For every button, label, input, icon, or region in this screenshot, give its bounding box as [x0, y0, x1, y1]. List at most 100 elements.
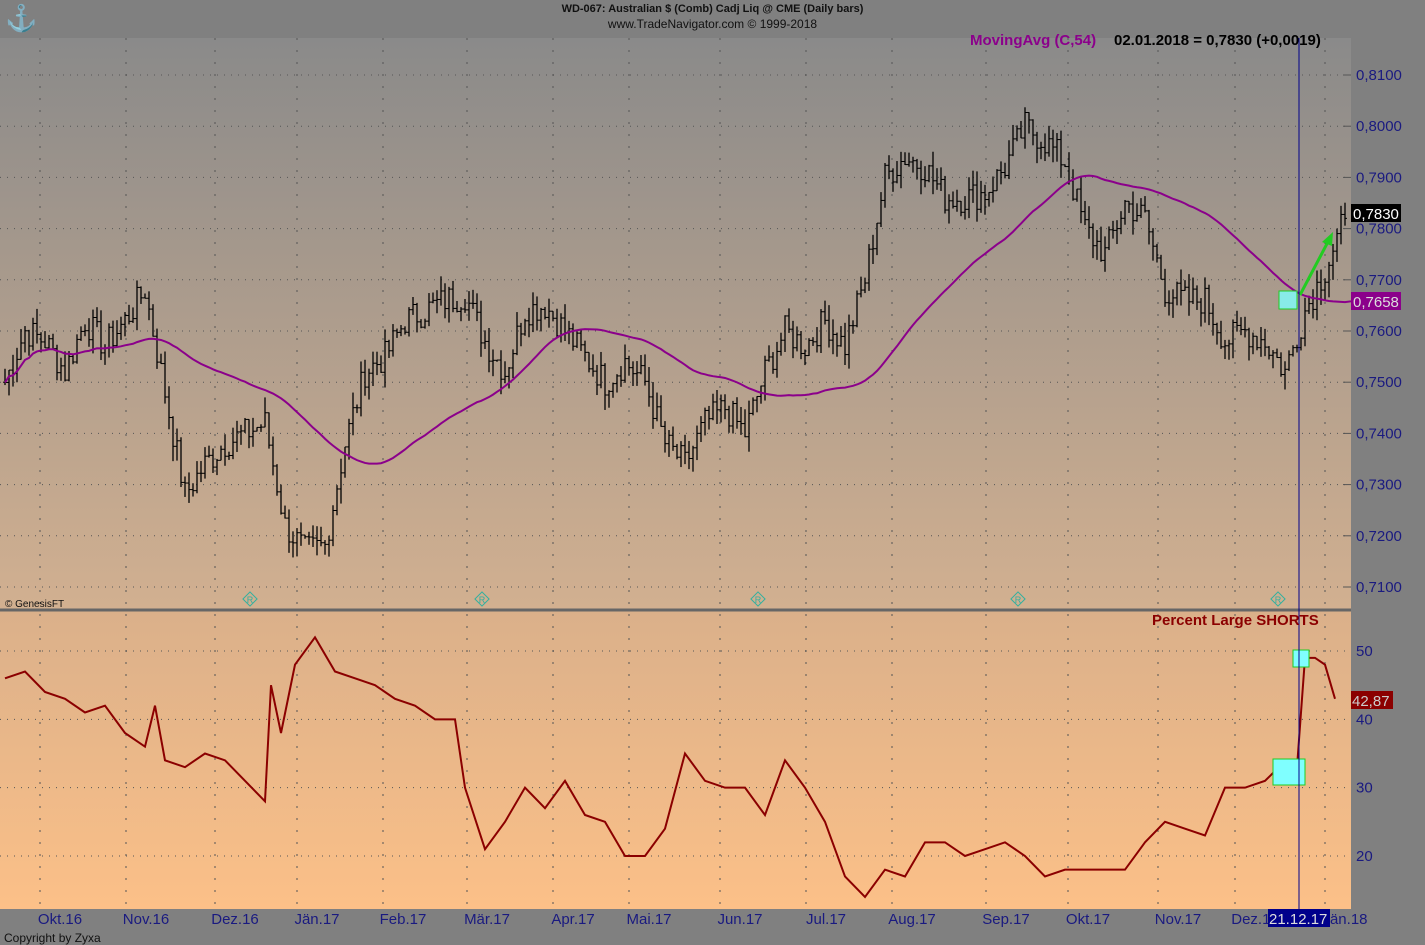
price-bar [339, 458, 343, 504]
price-bar [163, 351, 167, 404]
price-bar [1211, 303, 1215, 336]
price-bar [1243, 316, 1247, 338]
price-bar [759, 385, 763, 404]
price-bar [1203, 277, 1207, 323]
price-bar [835, 332, 839, 357]
price-bar [1223, 339, 1227, 360]
price-bar [603, 363, 607, 410]
price-bar [1171, 289, 1175, 318]
price-bar [1327, 261, 1331, 298]
price-bar [255, 426, 259, 432]
price-bar [207, 445, 211, 458]
price-bar [375, 351, 379, 376]
price-bar [943, 175, 947, 214]
price-bar [1087, 206, 1091, 239]
price-bar [195, 461, 199, 494]
price-bar [283, 505, 287, 519]
price-bar [795, 326, 799, 352]
price-bar [1283, 361, 1287, 390]
price-bar [443, 283, 447, 319]
x-tick-label: Jun.17 [717, 911, 762, 928]
price-bar [707, 405, 711, 430]
event-marker-icon[interactable] [242, 591, 258, 607]
price-bar [411, 296, 415, 315]
price-bar [787, 308, 791, 333]
event-marker-icon[interactable] [474, 591, 490, 607]
price-bar [31, 317, 35, 351]
price-bar [771, 352, 775, 374]
price-bar [1311, 289, 1315, 319]
price-bar [675, 443, 679, 460]
highlight-box [1272, 758, 1306, 786]
price-bar [1079, 177, 1083, 224]
event-marker-icon[interactable] [750, 591, 766, 607]
y-tick-label: 0,7600 [1356, 323, 1402, 340]
price-bar [1275, 348, 1279, 359]
price-bar [439, 276, 443, 306]
price-bar [827, 305, 831, 348]
price-bar [831, 319, 835, 355]
shorts-value-badge [1351, 691, 1393, 709]
last-price-badge [1351, 204, 1401, 222]
price-bar [659, 395, 663, 427]
price-bar [983, 184, 987, 215]
price-bar [335, 485, 339, 516]
x-tick-label: Nov.16 [123, 911, 169, 928]
price-bar [979, 180, 983, 213]
price-bar [1303, 297, 1307, 347]
x-tick-label: Jän.18 [1322, 911, 1367, 928]
price-bar [1155, 243, 1159, 263]
price-bar [639, 354, 643, 375]
y-tick-label: 30 [1356, 780, 1373, 797]
price-bar [1219, 320, 1223, 349]
price-bar [135, 280, 139, 331]
price-bar [419, 319, 423, 329]
price-bar [63, 351, 67, 382]
price-bar [67, 351, 71, 382]
price-bar [1259, 326, 1263, 357]
price-bar [287, 509, 291, 553]
price-bar [215, 458, 219, 476]
price-bar [431, 292, 435, 304]
price-bar [503, 361, 507, 384]
price-bar [187, 472, 191, 503]
price-bar [851, 320, 855, 334]
price-bar [1051, 129, 1055, 163]
price-bar [307, 531, 311, 545]
price-bar [627, 355, 631, 376]
price-bar [647, 367, 651, 407]
price-bar [23, 326, 27, 353]
highlight-box [1278, 290, 1298, 310]
price-bar [519, 322, 523, 347]
price-bar [1207, 284, 1211, 326]
price-bar [151, 304, 155, 337]
y-tick-label: 0,7700 [1356, 272, 1402, 289]
price-bar [347, 418, 351, 460]
price-bar [479, 300, 483, 357]
y-tick-label: 0,8000 [1356, 118, 1402, 135]
price-bar [731, 400, 735, 434]
price-bar [407, 307, 411, 337]
price-bar [1307, 295, 1311, 315]
ma-value: 0,7658 [1353, 294, 1399, 311]
price-bar [495, 359, 499, 362]
price-bar [663, 421, 667, 453]
x-tick-label: Nov.17 [1155, 911, 1201, 928]
price-bar [491, 349, 495, 377]
price-bar [947, 194, 951, 224]
price-bar [1135, 203, 1139, 222]
price-bar [1175, 281, 1179, 306]
event-marker-icon[interactable] [1270, 591, 1286, 607]
ma-value-badge [1351, 292, 1401, 310]
price-bar [371, 351, 375, 387]
price-bar [91, 309, 95, 354]
price-bar [39, 332, 43, 353]
event-marker-icon[interactable] [1010, 591, 1026, 607]
price-bar [327, 535, 331, 557]
price-bar [1031, 119, 1035, 146]
price-bar [859, 276, 863, 298]
price-bar [1123, 199, 1127, 225]
event-marker-label: R [755, 595, 762, 605]
price-bar [123, 312, 127, 337]
